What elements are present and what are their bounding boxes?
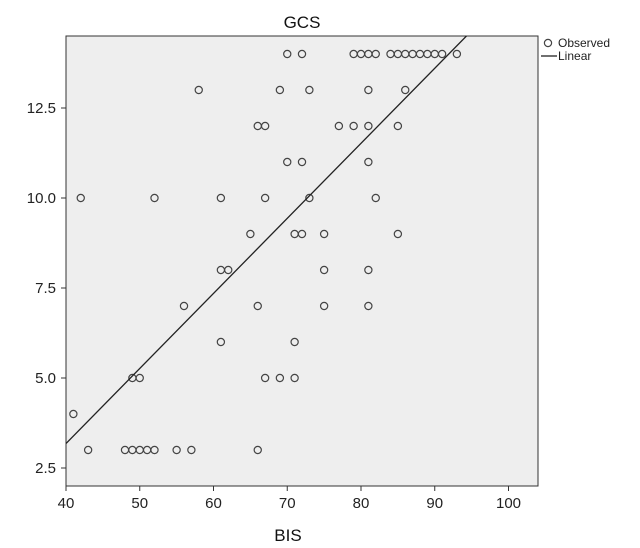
observed-point	[393, 229, 403, 239]
observed-point	[437, 49, 447, 59]
observed-point	[194, 85, 203, 95]
observed-point	[349, 121, 358, 131]
observed-point	[135, 373, 144, 383]
x-tick-label: 70	[279, 495, 296, 512]
observed-point	[364, 157, 373, 167]
observed-point	[305, 85, 314, 95]
observed-point	[305, 193, 314, 203]
observed-point	[364, 301, 373, 311]
x-tick-label: 90	[426, 495, 443, 512]
observed-point	[364, 121, 373, 131]
observed-point	[253, 445, 262, 455]
legend-marker-observed	[543, 38, 553, 48]
observed-point	[69, 409, 78, 419]
x-tick-label: 100	[496, 495, 521, 512]
y-axis: 2.5 5.0 7.5 10.0 12.5	[27, 100, 66, 477]
observed-point	[253, 301, 262, 311]
observed-point	[319, 265, 329, 275]
observed-point	[371, 49, 380, 59]
y-tick-label: 5.0	[35, 370, 56, 387]
y-tick-label: 12.5	[27, 100, 56, 117]
observed-point	[260, 121, 270, 131]
observed-point	[297, 157, 307, 167]
chart-title: GCS	[284, 13, 321, 32]
observed-point	[290, 337, 299, 347]
observed-point	[179, 301, 189, 311]
observed-point	[187, 445, 196, 455]
observed-point	[275, 85, 285, 95]
observed-point	[401, 85, 410, 95]
observed-point	[283, 157, 292, 167]
observed-point	[150, 445, 159, 455]
observed-point	[319, 301, 329, 311]
observed-point	[319, 229, 329, 239]
linear-fit-line	[66, 36, 467, 444]
observed-point	[364, 85, 373, 95]
observed-point	[334, 121, 344, 131]
observed-point	[216, 337, 226, 347]
observed-point	[260, 193, 270, 203]
observed-point	[246, 229, 255, 239]
plot-marks	[66, 36, 467, 455]
observed-point	[275, 373, 285, 383]
observed-point	[290, 373, 299, 383]
legend: Observed Linear	[541, 36, 610, 63]
observed-point	[150, 193, 159, 203]
observed-point	[260, 373, 270, 383]
y-tick-label: 2.5	[35, 460, 56, 477]
x-axis: 40 50 60 70 80 90 100	[58, 486, 521, 512]
observed-point	[224, 265, 233, 275]
observed-point	[76, 193, 85, 203]
y-tick-label: 10.0	[27, 190, 56, 207]
x-tick-label: 40	[58, 495, 75, 512]
observed-point	[283, 49, 292, 59]
observed-point	[371, 193, 380, 203]
observed-point	[297, 229, 307, 239]
legend-label-observed: Observed	[558, 36, 610, 50]
observed-point	[297, 49, 307, 59]
x-tick-label: 80	[353, 495, 370, 512]
y-tick-label: 7.5	[35, 280, 56, 297]
plot-area	[65, 35, 539, 487]
observed-point	[452, 49, 462, 59]
x-tick-label: 60	[205, 495, 222, 512]
observed-point	[216, 193, 226, 203]
observed-point	[172, 445, 181, 455]
x-axis-label: BIS	[274, 526, 301, 545]
observed-point	[393, 121, 403, 131]
observed-point	[364, 265, 373, 275]
observed-point	[83, 445, 93, 455]
x-tick-label: 50	[131, 495, 148, 512]
legend-label-linear: Linear	[558, 49, 591, 63]
